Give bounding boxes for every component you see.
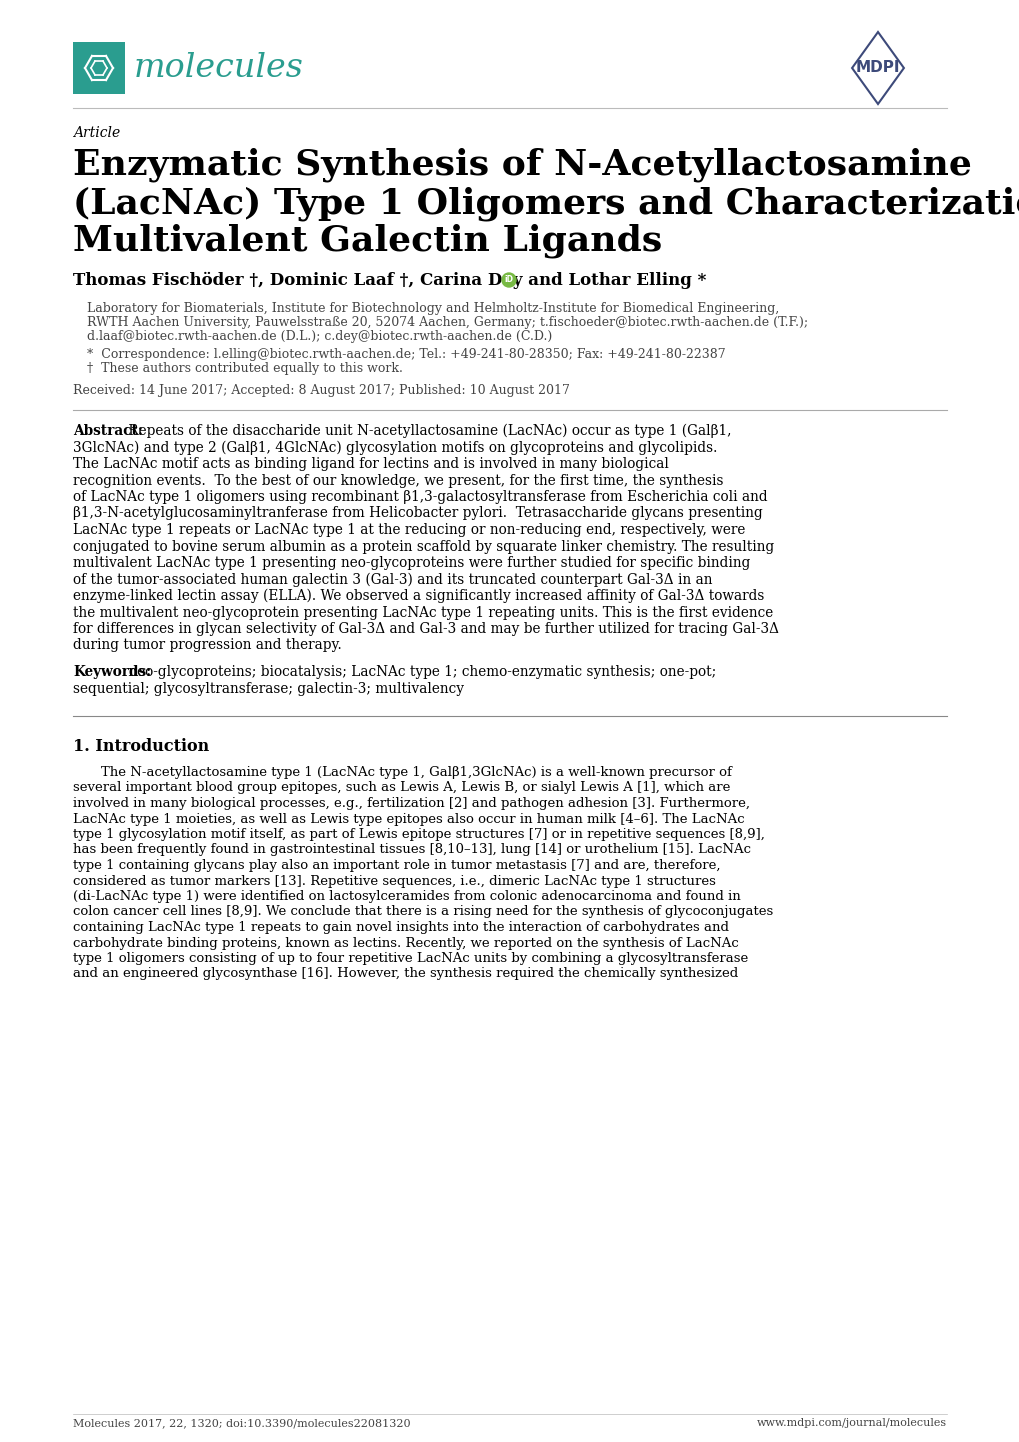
Text: several important blood group epitopes, such as Lewis A, Lewis B, or sialyl Lewi: several important blood group epitopes, … [73,782,730,795]
Text: type 1 glycosylation motif itself, as part of Lewis epitope structures [7] or in: type 1 glycosylation motif itself, as pa… [73,828,764,841]
Text: Multivalent Galectin Ligands: Multivalent Galectin Ligands [73,224,661,258]
Text: of LacNAc type 1 oligomers using recombinant β1,3-galactosyltransferase from Esc: of LacNAc type 1 oligomers using recombi… [73,490,767,505]
Text: recognition events.  To the best of our knowledge, we present, for the first tim: recognition events. To the best of our k… [73,473,722,487]
Text: Thomas Fischöder †, Dominic Laaf †, Carina Dey and Lothar Elling *: Thomas Fischöder †, Dominic Laaf †, Cari… [73,273,706,290]
Text: LacNAc type 1 repeats or LacNAc type 1 at the reducing or non-reducing end, resp: LacNAc type 1 repeats or LacNAc type 1 a… [73,523,745,536]
Text: conjugated to bovine serum albumin as a protein scaffold by squarate linker chem: conjugated to bovine serum albumin as a … [73,539,773,554]
Text: Molecules 2017, 22, 1320; doi:10.3390/molecules22081320: Molecules 2017, 22, 1320; doi:10.3390/mo… [73,1417,411,1428]
Text: type 1 containing glycans play also an important role in tumor metastasis [7] an: type 1 containing glycans play also an i… [73,859,719,872]
Text: MDPI: MDPI [855,61,900,75]
Text: Abstract:: Abstract: [73,424,143,438]
Text: The N-acetyllactosamine type 1 (LacNAc type 1, Galβ1,3GlcNAc) is a well-known pr: The N-acetyllactosamine type 1 (LacNAc t… [101,766,732,779]
Text: www.mdpi.com/journal/molecules: www.mdpi.com/journal/molecules [756,1417,946,1428]
Circle shape [501,273,516,287]
Text: Article: Article [73,125,120,140]
Text: †  These authors contributed equally to this work.: † These authors contributed equally to t… [87,362,403,375]
Text: of the tumor-associated human galectin 3 (Gal-3) and its truncated counterpart G: of the tumor-associated human galectin 3… [73,572,712,587]
Text: involved in many biological processes, e.g., fertilization [2] and pathogen adhe: involved in many biological processes, e… [73,797,749,810]
Text: containing LacNAc type 1 repeats to gain novel insights into the interaction of : containing LacNAc type 1 repeats to gain… [73,921,729,934]
Text: β1,3-N-acetylglucosaminyltranferase from Helicobacter pylori.  Tetrasaccharide g: β1,3-N-acetylglucosaminyltranferase from… [73,506,762,521]
Text: for differences in glycan selectivity of Gal-3Δ and Gal-3 and may be further uti: for differences in glycan selectivity of… [73,622,779,636]
Text: RWTH Aachen University, Pauwelsstraße 20, 52074 Aachen, Germany; t.fischoeder@bi: RWTH Aachen University, Pauwelsstraße 20… [87,316,807,329]
Text: colon cancer cell lines [8,9]. We conclude that there is a rising need for the s: colon cancer cell lines [8,9]. We conclu… [73,906,772,919]
Text: molecules: molecules [133,52,304,84]
Text: multivalent LacNAc type 1 presenting neo-glycoproteins were further studied for : multivalent LacNAc type 1 presenting neo… [73,557,750,570]
Text: LacNAc type 1 moieties, as well as Lewis type epitopes also occur in human milk : LacNAc type 1 moieties, as well as Lewis… [73,812,744,825]
Text: Laboratory for Biomaterials, Institute for Biotechnology and Helmholtz-Institute: Laboratory for Biomaterials, Institute f… [87,301,779,314]
Text: (di-LacNAc type 1) were identified on lactosylceramides from colonic adenocarcin: (di-LacNAc type 1) were identified on la… [73,890,740,903]
Text: during tumor progression and therapy.: during tumor progression and therapy. [73,639,341,652]
Text: enzyme-linked lectin assay (ELLA). We observed a significantly increased affinit: enzyme-linked lectin assay (ELLA). We ob… [73,588,763,603]
Text: (LacNAc) Type 1 Oligomers and Characterization as: (LacNAc) Type 1 Oligomers and Characteri… [73,186,1019,221]
Text: and an engineered glycosynthase [16]. However, the synthesis required the chemic: and an engineered glycosynthase [16]. Ho… [73,968,738,981]
Text: Received: 14 June 2017; Accepted: 8 August 2017; Published: 10 August 2017: Received: 14 June 2017; Accepted: 8 Augu… [73,384,570,397]
Text: type 1 oligomers consisting of up to four repetitive LacNAc units by combining a: type 1 oligomers consisting of up to fou… [73,952,748,965]
FancyBboxPatch shape [73,42,125,94]
Text: Repeats of the disaccharide unit N-acetyllactosamine (LacNAc) occur as type 1 (G: Repeats of the disaccharide unit N-acety… [124,424,731,438]
Text: 3GlcNAc) and type 2 (Galβ1, 4GlcNAc) glycosylation motifs on glycoproteins and g: 3GlcNAc) and type 2 (Galβ1, 4GlcNAc) gly… [73,440,716,454]
Text: iD: iD [504,275,513,284]
Text: d.laaf@biotec.rwth-aachen.de (D.L.); c.dey@biotec.rwth-aachen.de (C.D.): d.laaf@biotec.rwth-aachen.de (D.L.); c.d… [87,330,551,343]
Text: has been frequently found in gastrointestinal tissues [8,10–13], lung [14] or ur: has been frequently found in gastrointes… [73,844,750,857]
Text: carbohydrate binding proteins, known as lectins. Recently, we reported on the sy: carbohydrate binding proteins, known as … [73,936,738,949]
Text: The LacNAc motif acts as binding ligand for lectins and is involved in many biol: The LacNAc motif acts as binding ligand … [73,457,668,472]
Text: 1. Introduction: 1. Introduction [73,738,209,756]
Text: *  Correspondence: l.elling@biotec.rwth-aachen.de; Tel.: +49-241-80-28350; Fax: : * Correspondence: l.elling@biotec.rwth-a… [87,348,725,360]
Text: considered as tumor markers [13]. Repetitive sequences, i.e., dimeric LacNAc typ: considered as tumor markers [13]. Repeti… [73,874,715,887]
Text: neo-glycoproteins; biocatalysis; LacNAc type 1; chemo-enzymatic synthesis; one-p: neo-glycoproteins; biocatalysis; LacNAc … [124,665,715,679]
Text: sequential; glycosyltransferase; galectin-3; multivalency: sequential; glycosyltransferase; galecti… [73,682,464,695]
Text: the multivalent neo-glycoprotein presenting LacNAc type 1 repeating units. This : the multivalent neo-glycoprotein present… [73,606,772,620]
Text: Keywords:: Keywords: [73,665,151,679]
Text: Enzymatic Synthesis of N-Acetyllactosamine: Enzymatic Synthesis of N-Acetyllactosami… [73,149,971,183]
